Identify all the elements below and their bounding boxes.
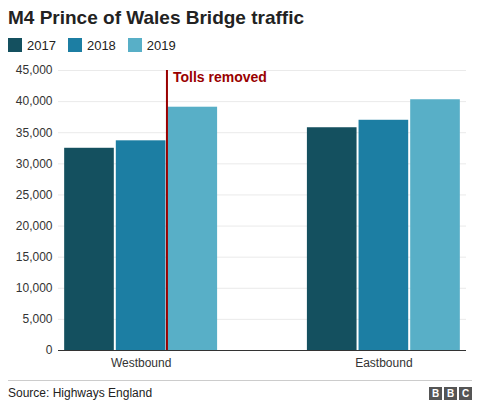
- svg-text:Tolls removed: Tolls removed: [173, 69, 267, 85]
- svg-text:0: 0: [46, 343, 53, 357]
- svg-text:Eastbound: Eastbound: [355, 356, 412, 370]
- html-text:B: B: [446, 387, 455, 399]
- html-text:2019: 2019: [146, 37, 176, 53]
- html-text:C: C: [461, 387, 470, 399]
- svg-text:35,000: 35,000: [16, 126, 53, 140]
- svg-text:10,000: 10,000: [16, 281, 53, 295]
- html-text:2018: 2018: [86, 37, 116, 53]
- svg-text:40,000: 40,000: [16, 94, 53, 108]
- html-text:M4 Prince of Wales Bridge traf: M4 Prince of Wales Bridge traffic: [8, 7, 304, 28]
- svg-text:15,000: 15,000: [16, 250, 53, 264]
- svg-text:5,000: 5,000: [22, 312, 52, 326]
- html-text:Source: Highways England: Source: Highways England: [8, 386, 153, 400]
- svg-text:Westbound: Westbound: [111, 356, 172, 370]
- svg-text:25,000: 25,000: [16, 188, 53, 202]
- svg-text:45,000: 45,000: [16, 63, 53, 77]
- svg-text:20,000: 20,000: [16, 219, 53, 233]
- svg-text:30,000: 30,000: [16, 157, 53, 171]
- html-text:B: B: [431, 387, 440, 399]
- html-text:2017: 2017: [27, 37, 56, 53]
